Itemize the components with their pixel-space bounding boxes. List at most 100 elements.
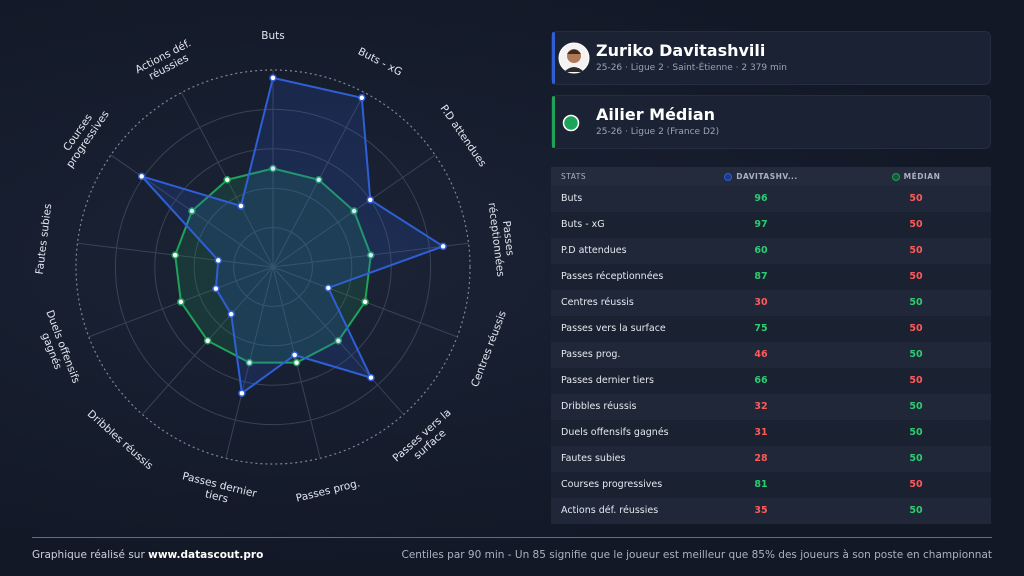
median-value: 50 <box>909 401 923 412</box>
median-value: 50 <box>909 271 923 282</box>
player-value: 96 <box>754 193 768 204</box>
table-row: Centres réussis 30 50 <box>551 290 991 316</box>
series-area <box>138 76 446 396</box>
stats-header: STATS <box>561 172 587 181</box>
footer-note: Centiles par 90 min - Un 85 signifie que… <box>401 549 993 561</box>
stat-name: Courses progressives <box>561 479 663 490</box>
stat-name: Actions déf. réussies <box>561 505 659 516</box>
player-value: 32 <box>754 401 768 412</box>
table-row: Actions déf. réussies 35 50 <box>551 498 991 524</box>
stat-name: Dribbles réussis <box>561 401 637 412</box>
median-value: 50 <box>909 505 923 516</box>
median-value: 50 <box>909 479 923 490</box>
data-point <box>227 310 235 318</box>
data-point <box>290 351 299 359</box>
footer-line <box>32 537 992 538</box>
data-point <box>171 251 179 259</box>
data-point <box>238 389 246 397</box>
player-value: 46 <box>754 349 768 360</box>
player-value: 31 <box>754 427 768 438</box>
data-point <box>334 336 343 345</box>
table-row: Buts - xG 97 50 <box>551 212 991 238</box>
player-value: 75 <box>754 323 768 334</box>
table-row: Duels offensifs gagnés 31 50 <box>551 420 991 446</box>
data-point <box>439 242 447 251</box>
axis-label: Buts <box>261 30 285 42</box>
player-value: 28 <box>754 453 768 464</box>
compare-icon <box>562 114 580 132</box>
data-point <box>223 176 231 184</box>
legend-median: MÉDIAN <box>903 172 941 181</box>
stat-name: Buts <box>561 193 583 204</box>
data-point <box>367 373 375 382</box>
legend-player: DAVITASHV... <box>736 172 798 181</box>
player-name: Zuriko Davitashvili <box>596 41 766 60</box>
median-value: 50 <box>909 453 923 464</box>
table-row: P.D attendues 60 50 <box>551 238 991 264</box>
table-row: Passes dernier tiers 66 50 <box>551 368 991 394</box>
data-point <box>269 164 277 173</box>
credit: Graphique réalisé sur <box>32 549 145 561</box>
table-row: Fautes subies 28 50 <box>551 446 991 472</box>
radar-chart <box>75 69 471 465</box>
median-value: 50 <box>909 245 923 256</box>
median-value: 50 <box>909 427 923 438</box>
accent-bar <box>552 32 555 84</box>
stat-name: Passes vers la surface <box>561 323 666 334</box>
table-header: STATS DAVITASHV... MÉDIAN <box>551 167 991 186</box>
compare-card: Ailier Médian 25-26 · Ligue 2 (France D2… <box>551 95 991 149</box>
stat-name: Passes prog. <box>561 349 621 360</box>
player-info: 25-26 · Ligue 2 · Saint-Étienne · 2 379 … <box>596 63 787 73</box>
stat-name: Duels offensifs gagnés <box>561 427 669 438</box>
median-value: 50 <box>909 297 923 308</box>
data-point <box>324 284 333 292</box>
stat-name: P.D attendues <box>561 245 627 256</box>
data-point <box>361 298 369 306</box>
data-point <box>350 207 358 215</box>
player-value: 66 <box>754 375 768 386</box>
table-row: Passes prog. 46 50 <box>551 342 991 368</box>
data-point <box>315 176 323 184</box>
compare-info: 25-26 · Ligue 2 (France D2) <box>596 127 720 137</box>
data-point <box>245 358 254 367</box>
table-row: Courses progressives 81 50 <box>551 472 991 498</box>
median-value: 50 <box>909 193 923 204</box>
footer-credit: Graphique réalisé sur www.datascout.pro <box>32 549 263 561</box>
data-point <box>237 202 245 210</box>
data-point <box>367 251 375 259</box>
compare-name: Ailier Médian <box>596 105 716 124</box>
data-point <box>358 94 366 102</box>
player-value: 60 <box>754 245 768 256</box>
site: www.datascout.pro <box>148 549 264 561</box>
median-value: 50 <box>909 323 923 334</box>
stat-name: Fautes subies <box>561 453 626 464</box>
data-point <box>292 358 301 367</box>
stat-name: Buts - xG <box>561 219 605 230</box>
data-point <box>188 207 196 215</box>
player-card: Zuriko Davitashvili 25-26 · Ligue 2 · Sa… <box>551 31 991 85</box>
median-value: 50 <box>909 349 923 360</box>
player-value: 30 <box>754 297 768 308</box>
data-point <box>269 74 277 82</box>
data-point <box>137 172 146 181</box>
accent-bar <box>552 96 555 148</box>
player-value: 97 <box>754 219 768 230</box>
series-area <box>174 167 372 364</box>
stat-name: Passes réceptionnées <box>561 271 664 282</box>
grid-ring <box>75 69 471 465</box>
table-row: Buts 96 50 <box>551 186 991 212</box>
stat-name: Passes dernier tiers <box>561 375 654 386</box>
table-row: Dribbles réussis 32 50 <box>551 394 991 420</box>
stats-table: STATS DAVITASHV... MÉDIAN Buts 96 50 Buts -… <box>551 167 991 524</box>
data-point <box>203 336 212 345</box>
player-value: 81 <box>754 479 768 490</box>
data-point <box>212 284 220 293</box>
player-value: 87 <box>754 271 768 282</box>
data-point <box>214 256 222 265</box>
avatar <box>558 42 590 74</box>
median-value: 50 <box>909 375 923 386</box>
data-point <box>366 196 375 204</box>
table-row: Passes vers la surface 75 50 <box>551 316 991 342</box>
